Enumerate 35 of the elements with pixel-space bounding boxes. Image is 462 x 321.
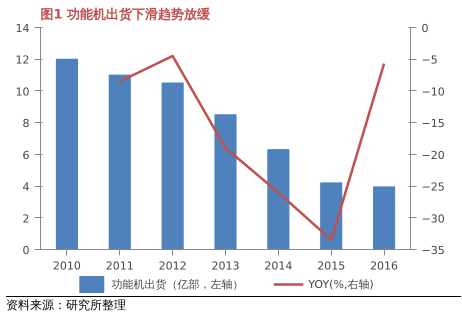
- text: 资料来源：研究所整理: [6, 297, 126, 314]
- y-tick-label: 8: [22, 117, 30, 130]
- y2-tick-label: −15: [422, 117, 445, 130]
- legend-label: 功能机出货（亿部，左轴）: [111, 276, 244, 292]
- y2-tick-label: −5: [422, 54, 438, 67]
- y2-tick-label: −30: [422, 212, 445, 226]
- x-tick-label: 2010: [52, 260, 81, 272]
- bar: [108, 74, 131, 250]
- y-tick-label: 14: [16, 22, 30, 35]
- y-tick-label: 12: [16, 54, 30, 67]
- bar: [214, 114, 237, 250]
- bar: [162, 82, 184, 250]
- line-series: [118, 54, 386, 242]
- bar: [267, 149, 290, 250]
- x-tick-label: 2015: [317, 260, 346, 272]
- legend-label: YOY(%,右轴): [308, 276, 374, 292]
- y-tick-label: 0: [22, 244, 30, 257]
- y2-tick-label: −10: [422, 85, 445, 98]
- y2-tick-label: −20: [422, 148, 445, 162]
- bar: [56, 58, 78, 250]
- y-tick-label: 10: [16, 85, 30, 98]
- y-tick-label: 4: [22, 180, 30, 194]
- x-tick-label: 2012: [158, 260, 187, 272]
- x-tick-label: 2011: [106, 260, 134, 272]
- y2-tick-label: 0: [422, 22, 428, 35]
- x-tick-label: 2016: [370, 260, 398, 272]
- x-tick-label: 2013: [212, 260, 240, 272]
- bar: [373, 186, 396, 250]
- y-tick-label: 2: [22, 212, 30, 226]
- bar: [320, 182, 342, 250]
- chart-title: 图1 功能机出货下滑趋势放缓: [40, 6, 212, 22]
- y-tick-label: 6: [22, 148, 30, 162]
- y2-tick-label: −35: [422, 244, 445, 257]
- x-tick-label: 2014: [264, 260, 292, 272]
- y2-tick-label: −25: [422, 180, 445, 194]
